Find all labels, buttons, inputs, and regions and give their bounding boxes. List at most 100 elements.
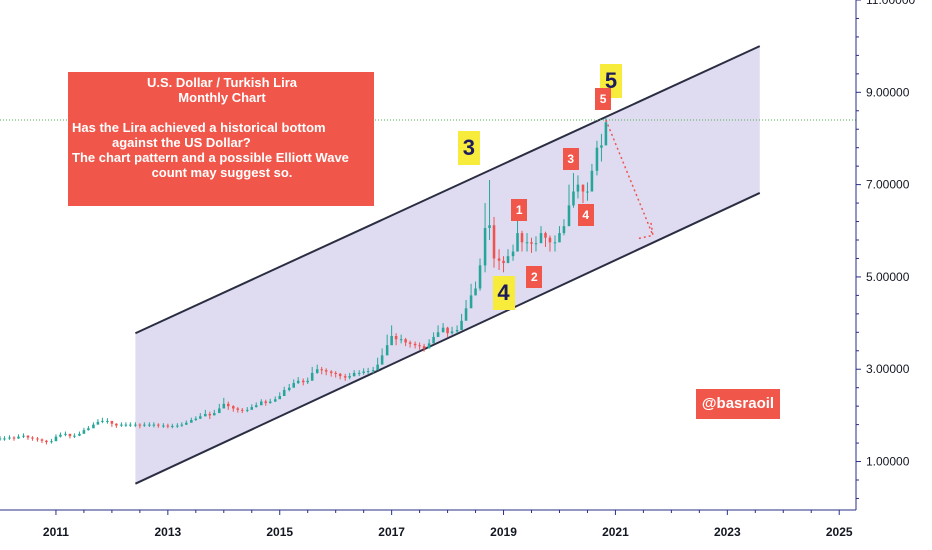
candle-body [590,170,594,192]
candle-body [455,330,459,332]
channel-lower-line [134,192,761,485]
candle-body [166,425,170,427]
time-axis-label: 2021 [602,525,629,539]
time-axis-label: 2011 [43,525,69,539]
candle-body [315,369,319,373]
candle-body [548,237,552,243]
candle-body [539,233,543,244]
candle-body [352,372,356,377]
candle-body [129,424,132,426]
candle-body [194,418,198,420]
candle-body [432,336,435,344]
candle-body [50,441,53,443]
wave-label-major-3: 3 [457,130,480,165]
candle-body [31,437,34,439]
candle-body [22,435,25,437]
candle-body [282,390,286,396]
candle-body [404,339,407,343]
candle-body [441,327,445,333]
annotation-line-4: count may suggest so. [151,165,293,180]
candle-body [246,409,249,411]
candle-body [292,383,296,388]
candle-body [366,371,370,373]
candle-body [278,396,282,400]
wave-label-major-4: 4 [492,276,515,311]
candle-body [36,438,39,440]
candle-body [212,413,216,416]
candle-body [380,355,384,365]
candle-body [190,420,193,423]
candle-body [506,256,510,264]
candle-body [446,327,449,334]
candle-body [110,420,114,424]
candle-body [204,414,207,417]
candle-body [92,424,95,429]
candle-body [120,424,123,426]
channel-fill [135,46,760,484]
annotation-line-1: Has the Lira achieved a historical botto… [72,120,326,135]
candle-body [157,424,160,426]
annotation-title: U.S. Dollar / Turkish Lira [146,75,297,90]
candle-body [534,243,538,245]
candle-body [469,295,473,309]
candle-body [422,346,426,349]
candle-body [497,258,501,261]
candle-body [45,440,48,443]
candle-body [59,434,62,437]
candle-body [96,421,100,425]
price-axis-label: 7.00000 [866,178,910,192]
candle-body [40,439,44,441]
candle-body [408,342,412,344]
candle-body [259,401,263,406]
candle-body [301,380,305,383]
candle-body [604,122,608,146]
projection-arrow-line [605,119,654,236]
wave-label-minor-5: 5 [595,88,612,111]
candle-body [320,369,323,371]
candle-body [394,336,398,340]
candle-body [268,401,272,403]
time-axis-label: 2013 [154,525,181,539]
candle-body [254,405,258,408]
candle-body [464,308,468,321]
price-axis-label: 5.00000 [866,270,910,284]
candle-body [78,433,81,436]
candle-body [264,401,268,403]
candle-body [240,409,244,411]
candle-body [525,242,529,244]
candle-body [87,428,90,431]
channel-upper-line [134,45,761,335]
candle-body [390,336,393,346]
candle-body [324,370,328,372]
candle-body [199,416,202,419]
candle-body [134,424,137,426]
candle-body [3,438,6,440]
candle-body [236,408,240,410]
candle-body [427,343,431,349]
candle-body [572,191,575,206]
price-axis-label: 11.00000 [866,0,915,7]
candle-body [544,233,547,238]
annotation-line-3: The chart pattern and a possible Elliott… [72,150,349,165]
candle-body [357,372,361,374]
overlay-layer [605,119,654,240]
candle-body [348,376,351,378]
time-axis-label: 2025 [826,525,853,539]
candle-body [115,423,118,426]
candle-body [226,403,230,407]
candle-body [171,426,174,427]
price-axis-label: 1.00000 [866,455,910,469]
candle-body [329,371,333,373]
candle-body [581,184,585,192]
candle-body [180,424,184,426]
price-axis-label: 3.00000 [866,362,910,376]
candle-body [68,433,72,437]
wave-label-minor-2: 2 [526,265,543,288]
wave-label-minor-4: 4 [577,203,594,226]
candle-body [124,424,128,426]
candle-body [586,191,589,193]
candle-body [143,424,146,426]
candle-body [162,425,165,427]
